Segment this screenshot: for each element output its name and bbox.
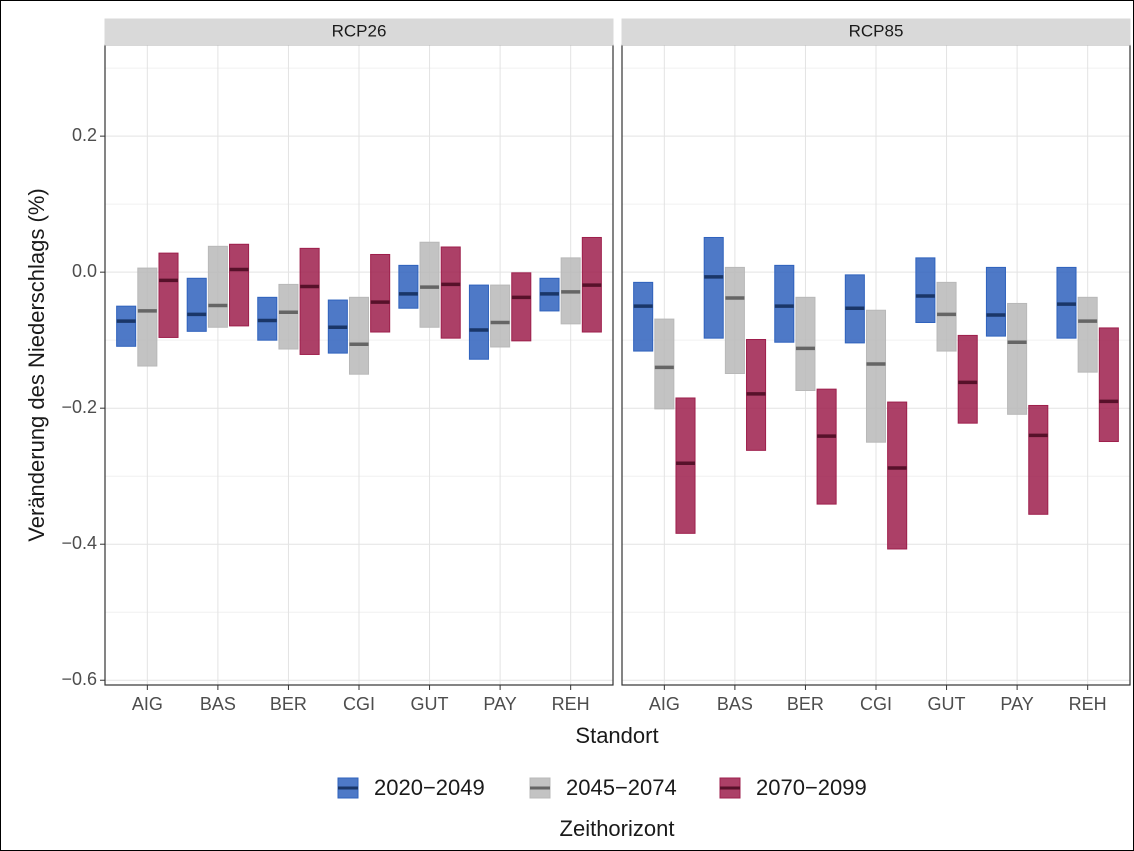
crossbar-box: [348, 296, 370, 375]
crossbar-box: [795, 296, 816, 392]
strip: [621, 18, 1131, 46]
x-tick-label: AIG: [132, 694, 163, 714]
crossbar-box: [703, 236, 724, 339]
y-tick-label: 0.2: [72, 125, 97, 145]
crossbar-box: [887, 401, 908, 550]
crossbar-box: [936, 281, 957, 352]
legend-label: 2045−2074: [566, 775, 677, 800]
crossbar-box: [1098, 327, 1119, 443]
legend-title: Zeithorizont: [560, 816, 675, 841]
strip-title: RCP85: [849, 21, 904, 40]
legend-label: 2070−2099: [756, 775, 867, 800]
x-tick-label: BER: [787, 694, 824, 714]
crossbar-box: [229, 243, 250, 327]
strip-title: RCP26: [332, 21, 387, 40]
crossbar-box: [207, 245, 228, 328]
crossbar-box: [370, 253, 391, 333]
crossbar-box: [158, 252, 179, 338]
crossbar-box: [724, 266, 745, 375]
crossbar-box: [490, 284, 511, 348]
crossbar-box: [511, 272, 532, 342]
x-tick-label: GUT: [928, 694, 966, 714]
y-tick-label: −0.2: [61, 397, 97, 417]
x-tick-label: PAY: [483, 694, 516, 714]
crossbar-box: [633, 281, 654, 352]
crossbar-box: [137, 267, 158, 367]
y-axis-title: Veränderung des Niederschlags (%): [24, 188, 49, 541]
x-tick-label: BER: [270, 694, 307, 714]
crossbar-box: [774, 264, 795, 343]
y-tick-label: −0.4: [61, 533, 97, 553]
x-tick-label: AIG: [649, 694, 680, 714]
crossbar-box: [1028, 404, 1049, 515]
crossbar-box: [1077, 296, 1098, 373]
crossbar-box: [1007, 302, 1028, 415]
crossbar-box: [116, 305, 137, 347]
legend-label: 2020−2049: [374, 775, 485, 800]
x-tick-label: CGI: [860, 694, 892, 714]
x-tick-label: PAY: [1000, 694, 1033, 714]
y-tick-label: −0.6: [61, 669, 97, 689]
crossbar-box: [468, 284, 489, 360]
x-axis-title: Standort: [575, 723, 658, 748]
crossbar-box: [816, 388, 837, 505]
y-tick-label: 0.0: [72, 261, 97, 281]
crossbar-box: [440, 246, 461, 339]
crossbar-box: [419, 241, 440, 328]
crossbar-box: [957, 334, 978, 424]
x-tick-label: CGI: [343, 694, 375, 714]
x-tick-label: REH: [552, 694, 590, 714]
crossbar-box: [398, 264, 419, 309]
strip: [104, 18, 614, 46]
crossbar-box: [865, 309, 887, 443]
crossbar-box: [278, 283, 299, 350]
x-tick-label: BAS: [200, 694, 236, 714]
x-tick-label: BAS: [717, 694, 753, 714]
crossbar-box: [186, 277, 207, 332]
crossbar-box: [985, 266, 1006, 337]
crossbar-box: [299, 247, 320, 355]
x-tick-label: GUT: [411, 694, 449, 714]
crossbar-box: [915, 257, 936, 323]
crossbar-box: [675, 397, 696, 534]
x-tick-label: REH: [1069, 694, 1107, 714]
crossbar-box: [654, 318, 675, 410]
